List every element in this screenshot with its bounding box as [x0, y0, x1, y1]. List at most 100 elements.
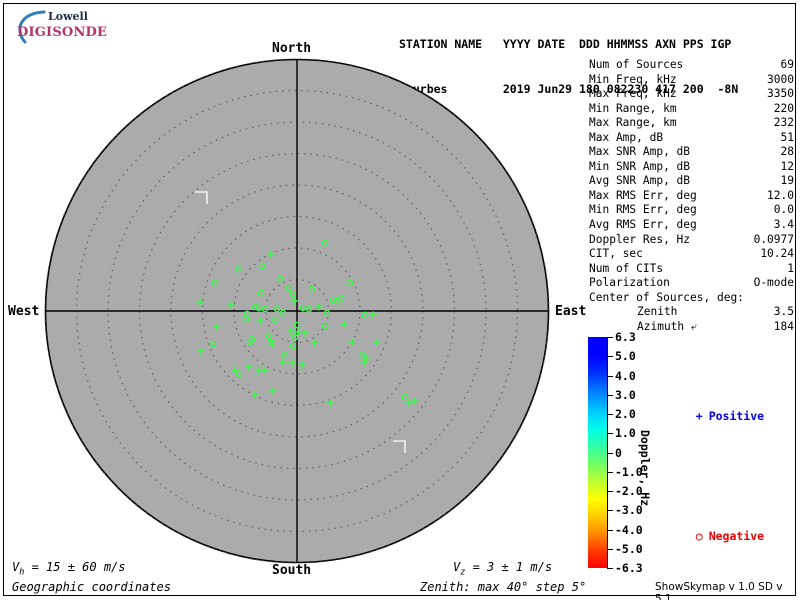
source-point-negative	[291, 333, 299, 341]
stat-row: Avg SNR Amp, dB 19	[589, 174, 794, 189]
stat-value: 3.5	[773, 305, 794, 319]
stat-row: Min SNR Amp, dB 12	[589, 160, 794, 175]
stat-label: Max RMS Err, deg	[589, 188, 697, 202]
software-version-label: ShowSkymap v 1.0 SD v 5.1	[655, 581, 783, 600]
stat-row: CIT, sec 10.24	[589, 247, 794, 262]
stat-label: Max SNR Amp, dB	[589, 145, 691, 159]
stat-value: 220	[773, 101, 794, 115]
colorbar-tick-mark	[607, 530, 613, 531]
stat-label: Min Freq, kHz	[589, 72, 677, 86]
cross-axes	[46, 60, 548, 562]
stat-value: O-mode	[753, 276, 794, 290]
colorbar-tick-label: -6.3	[615, 561, 643, 575]
source-point-positive	[290, 297, 298, 305]
source-point-positive	[197, 347, 205, 355]
stat-row: Min Freq, kHz 3000	[589, 73, 794, 88]
colorbar-tick-label: 4.0	[615, 369, 636, 383]
source-point-negative	[235, 370, 243, 378]
source-point-positive	[311, 339, 319, 347]
colorbar-title: Doppler, Hz	[638, 430, 652, 507]
stat-row: Max Range, km 232	[589, 116, 794, 131]
source-point-positive	[227, 301, 235, 309]
source-point-positive	[256, 317, 264, 325]
source-point-negative	[255, 304, 263, 312]
source-point-negative	[329, 296, 337, 304]
source-point-negative	[321, 239, 329, 247]
colorbar-gradient	[588, 337, 607, 568]
horizontal-velocity: Vh = 15 ± 60 m/s	[12, 560, 126, 577]
colorbar-tick-label: -5.0	[615, 542, 643, 556]
source-point-positive	[269, 387, 277, 395]
stat-row: Avg RMS Err, deg 3.4	[589, 218, 794, 233]
source-point-negative	[235, 265, 243, 273]
stat-label: Min SNR Amp, dB	[589, 159, 691, 173]
vh-value: = 15 ± 60 m/s	[24, 560, 126, 574]
stat-label: Max Freq, kHz	[589, 87, 677, 101]
zenith-ring-40	[44, 58, 550, 564]
colorbar-tick-label: -2.0	[615, 484, 643, 498]
center-of-sources-heading: Center of Sources, deg:	[589, 290, 744, 304]
source-point-negative	[258, 262, 266, 270]
colorbar-tick-mark	[607, 356, 613, 357]
stat-label: Doppler Res, Hz	[589, 232, 691, 246]
source-point-negative	[361, 311, 369, 319]
source-point-positive	[315, 303, 323, 311]
source-point-negative	[246, 338, 254, 346]
colorbar-tick-label: 6.3	[615, 330, 636, 344]
stat-value: 3.4	[773, 218, 794, 232]
colorbar-tick-mark	[607, 472, 613, 473]
colorbar-tick-mark	[607, 491, 613, 492]
source-point-negative	[358, 351, 366, 359]
source-point-negative	[261, 305, 269, 313]
source-point-positive	[369, 311, 377, 319]
source-point-positive	[360, 359, 368, 367]
colorbar-tick-label: 2.0	[615, 407, 636, 421]
velocity-indicator-icon	[195, 191, 208, 204]
vz-value: = 3 ± 1 m/s	[465, 560, 553, 574]
stat-value: 12.0	[767, 188, 794, 202]
source-point-negative	[279, 309, 287, 317]
source-point-positive	[251, 391, 259, 399]
source-point-negative	[242, 315, 250, 323]
stat-value: 0.0	[773, 203, 794, 217]
colorbar-tick-mark	[607, 376, 613, 377]
vertical-velocity: Vz = 3 ± 1 m/s	[453, 560, 552, 577]
stat-value: 3000	[767, 72, 794, 86]
source-point-positive	[294, 328, 302, 336]
colorbar-tick-mark	[607, 549, 613, 550]
source-point-negative	[321, 322, 329, 330]
colorbar-tick-mark	[607, 433, 613, 434]
stat-value: 12	[780, 159, 794, 173]
source-points	[196, 239, 419, 407]
colorbar-tick-mark	[607, 414, 613, 415]
legend-negative-marker-icon: ○	[695, 529, 703, 543]
zenith-scale-label: Zenith: max 40° step 5°	[420, 580, 587, 594]
stat-value: 51	[780, 130, 794, 144]
colorbar-tick-mark	[607, 568, 613, 569]
source-point-negative	[308, 285, 316, 293]
vh-symbol: V	[12, 560, 20, 574]
vz-subscript: z	[460, 567, 466, 578]
source-point-negative	[251, 303, 259, 311]
colorbar-tick-label: -1.0	[615, 465, 643, 479]
coordinate-system-label: Geographic coordinates	[12, 580, 171, 594]
statistics-panel: Num of Sources 69 Min Freq, kHz 3000 Max Fre…	[589, 58, 794, 334]
stat-value: 28	[780, 145, 794, 159]
source-point-negative	[305, 305, 313, 313]
vh-subscript: h	[19, 567, 25, 578]
stat-value: 10.24	[760, 247, 794, 261]
stat-label: Max Amp, dB	[589, 130, 664, 144]
logo-brand-bottom: DIGISONDE	[17, 25, 108, 40]
source-point-positive	[213, 323, 221, 331]
stat-row: Max RMS Err, deg 12.0	[589, 189, 794, 204]
legend-positive: + Positive	[668, 395, 764, 437]
logo-brand-top: Lowell	[48, 10, 88, 23]
stat-label: Num of Sources	[589, 58, 684, 71]
source-point-negative	[299, 304, 307, 312]
source-point-negative	[271, 316, 279, 324]
source-point-negative	[401, 393, 409, 401]
source-point-positive	[348, 338, 356, 346]
stat-label: Max Range, km	[589, 116, 677, 130]
source-point-positive	[288, 359, 296, 367]
